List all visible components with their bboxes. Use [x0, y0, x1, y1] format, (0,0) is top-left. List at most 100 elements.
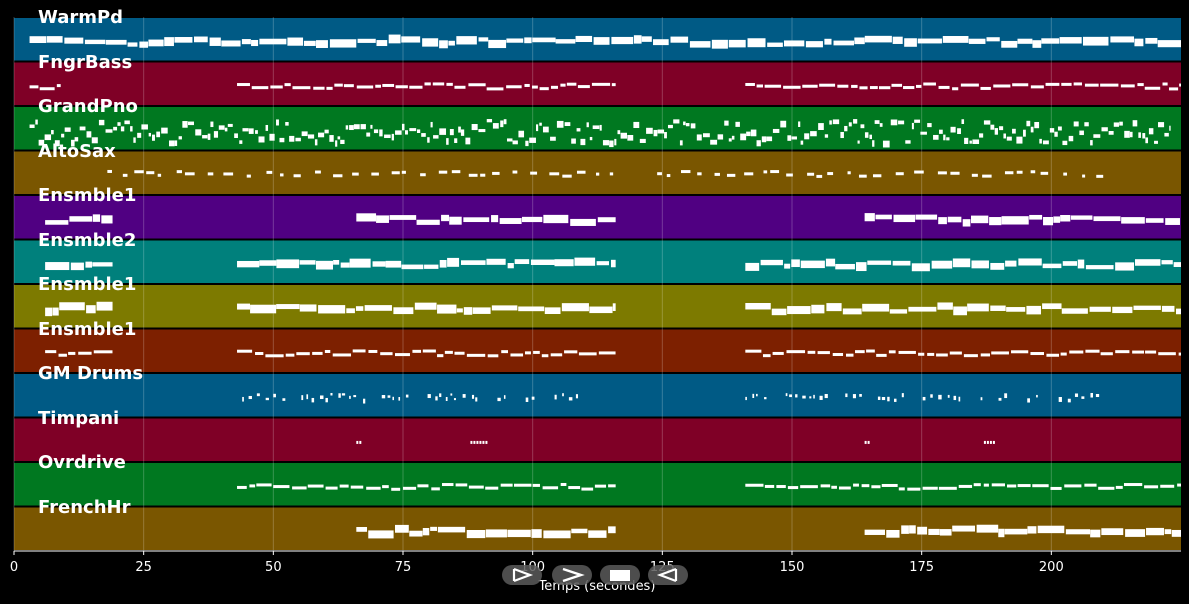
note: [276, 259, 300, 269]
note: [463, 217, 490, 223]
note: [156, 131, 161, 138]
note: [532, 483, 540, 487]
note: [1012, 128, 1016, 134]
play-button[interactable]: [502, 565, 542, 585]
note: [911, 122, 914, 130]
note: [807, 172, 815, 176]
note: [424, 82, 431, 86]
note: [1154, 140, 1158, 144]
note: [771, 308, 787, 316]
note: [920, 131, 927, 135]
note: [401, 264, 424, 270]
note: [1058, 397, 1062, 402]
note: [608, 484, 616, 488]
note: [846, 353, 854, 357]
note: [430, 526, 438, 531]
note: [807, 350, 816, 354]
note: [382, 485, 389, 489]
note: [340, 139, 345, 144]
forward-button[interactable]: [552, 565, 592, 585]
note: [169, 140, 175, 147]
note: [1082, 174, 1086, 178]
note: [85, 261, 93, 268]
note: [441, 483, 454, 487]
note: [983, 120, 991, 125]
note: [805, 41, 823, 48]
note: [947, 216, 962, 223]
note: [1115, 262, 1135, 271]
note: [1084, 483, 1097, 487]
note: [787, 135, 792, 141]
rewind-button[interactable]: [648, 565, 688, 585]
note: [256, 483, 272, 487]
note: [872, 174, 882, 178]
note: [833, 40, 854, 46]
note: [602, 140, 609, 146]
note: [855, 262, 867, 272]
note: [811, 304, 825, 314]
note: [787, 486, 799, 490]
note: [816, 174, 823, 178]
note: [449, 129, 454, 136]
note: [1065, 529, 1091, 535]
note: [767, 42, 783, 47]
note: [952, 525, 976, 532]
track-label: AltoSax: [38, 140, 116, 162]
note: [998, 528, 1005, 538]
note: [352, 172, 359, 176]
note: [1069, 350, 1084, 354]
note: [860, 124, 865, 129]
note: [994, 128, 998, 135]
note: [379, 129, 383, 137]
note: [953, 306, 967, 316]
note: [717, 134, 724, 140]
note: [933, 134, 939, 140]
note: [922, 486, 938, 490]
note: [991, 351, 1009, 355]
note: [1121, 217, 1145, 224]
note: [589, 136, 593, 141]
note: [391, 133, 394, 141]
note: [946, 137, 950, 141]
note: [1115, 485, 1123, 489]
note: [501, 350, 509, 354]
stop-button[interactable]: [600, 565, 640, 585]
note: [61, 133, 65, 138]
note: [1032, 484, 1049, 488]
note: [800, 260, 825, 269]
note: [809, 396, 812, 399]
note: [1115, 350, 1130, 354]
note: [512, 140, 518, 145]
note: [1145, 218, 1164, 223]
note: [530, 171, 538, 175]
note: [130, 126, 133, 132]
note: [1158, 352, 1176, 356]
note: [952, 258, 971, 268]
note: [39, 87, 55, 91]
note: [952, 87, 959, 91]
note: [990, 262, 1005, 270]
note: [393, 307, 414, 315]
note: [1177, 483, 1181, 487]
note: [824, 38, 832, 45]
note: [74, 137, 79, 142]
note: [478, 37, 489, 42]
track-label: Ensmble1: [38, 185, 137, 206]
note: [858, 174, 867, 178]
track-label: Ovrdrive: [38, 452, 126, 473]
note: [685, 123, 690, 127]
note: [1063, 172, 1068, 176]
note: [802, 395, 806, 399]
note: [893, 398, 897, 402]
note: [1157, 40, 1181, 48]
note: [911, 263, 930, 272]
note: [86, 131, 92, 138]
note: [735, 121, 740, 127]
note: [207, 133, 211, 140]
note: [990, 305, 1006, 311]
note: [783, 40, 805, 47]
note: [207, 172, 214, 176]
note: [992, 440, 995, 444]
x-tick-label: 75: [394, 560, 412, 575]
note: [608, 526, 616, 534]
